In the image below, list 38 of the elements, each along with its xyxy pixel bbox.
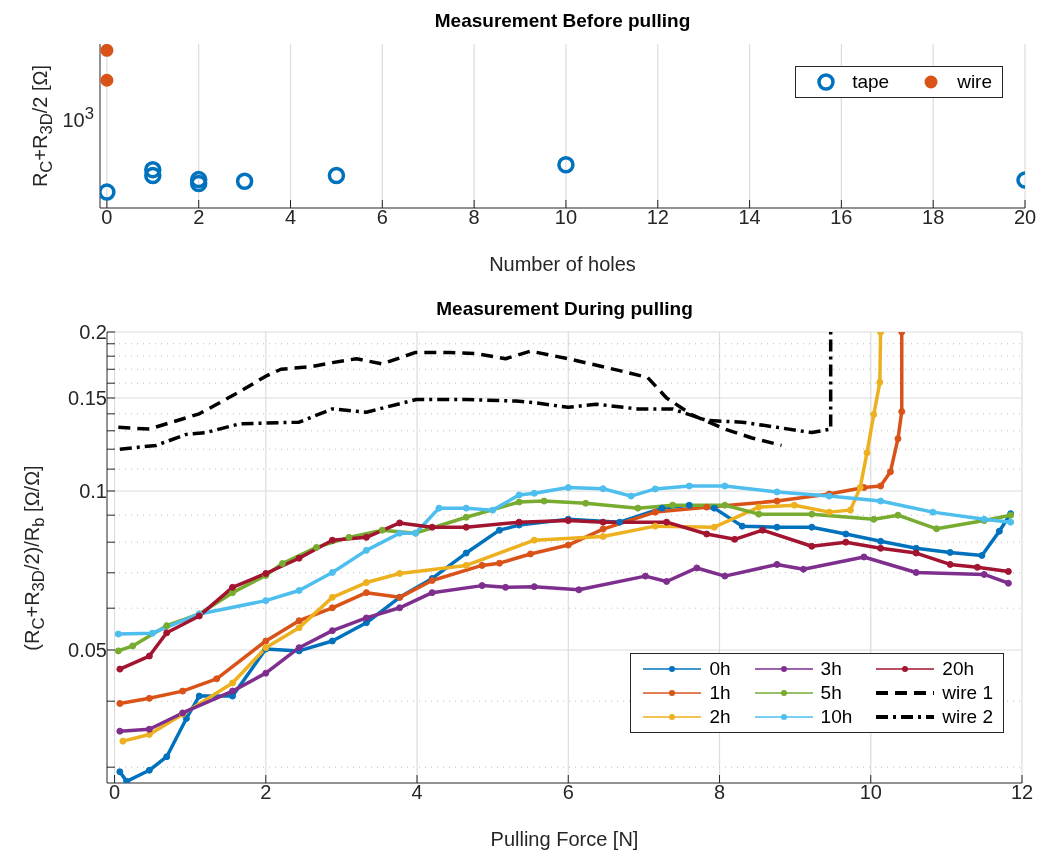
x-tick-label: 20 [1013, 206, 1037, 228]
x-tick-label: 8 [468, 206, 480, 228]
x-tick-label: 12 [646, 206, 669, 228]
x-tick-label: 8 [713, 781, 726, 803]
text: 10$^{3}$ [62, 104, 94, 132]
legend-label: wire [957, 71, 992, 93]
x-axis-title: Number of holes [489, 253, 636, 275]
x-tick-label: 2 [260, 781, 272, 803]
x-tick-label: 18 [922, 206, 945, 228]
x-tick-label: 2 [193, 206, 205, 228]
x-tick-label: 6 [562, 781, 574, 803]
chart-title: Measurement During pulling [435, 298, 694, 320]
x-tick-label: 4 [284, 206, 297, 228]
y-tick-label: 0.05 [68, 639, 107, 661]
y-tick-label: 0.1 [79, 480, 107, 502]
x-tick-label: 6 [376, 206, 388, 228]
x-tick-label: 10 [859, 781, 882, 803]
y-tick-label: 0.15 [68, 386, 107, 409]
legend-label: 2h [709, 706, 731, 728]
x-tick-label: 12 [1010, 781, 1034, 803]
x-tick-label: 16 [830, 206, 853, 228]
x-tick-label: 10 [554, 206, 578, 228]
x-tick-label: 0 [101, 206, 113, 228]
chart-title: Measurement Before pulling [433, 10, 692, 32]
legend-label: 10h [820, 706, 853, 728]
legend-label: tape [852, 71, 890, 93]
x-tick-label: 14 [738, 206, 761, 228]
legend-label: wire 2 [942, 706, 993, 728]
legend-label: 0h [709, 658, 731, 680]
x-tick-label: 0 [109, 781, 121, 803]
y-tick-label: 0.2 [79, 321, 107, 343]
x-tick-label: 4 [411, 781, 423, 803]
legend-label: 3h [820, 658, 842, 680]
legend-label: wire 1 [942, 682, 993, 704]
legend-label: 5h [820, 682, 842, 704]
x-axis-title: Pulling Force [N] [490, 828, 639, 850]
legend-label: 1h [709, 682, 731, 704]
legend-label: 20h [942, 658, 975, 680]
